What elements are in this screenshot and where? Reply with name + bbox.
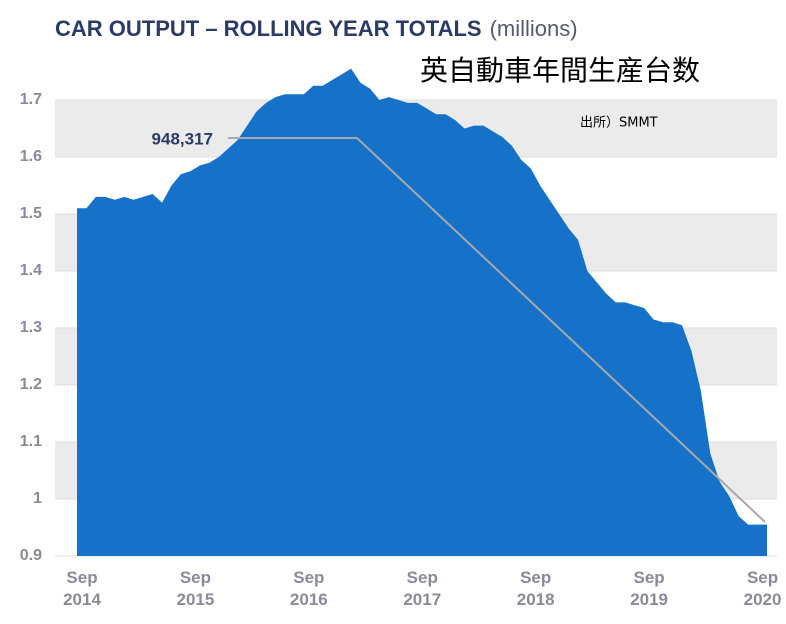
y-tick-label: 1.1 <box>20 433 42 450</box>
annotation: 948,317 <box>152 129 213 148</box>
y-tick-label: 1 <box>33 490 42 507</box>
x-tick-label: Sep 2014 <box>63 568 101 609</box>
x-tick-label: Sep 2018 <box>516 568 555 609</box>
y-tick-label: 1.7 <box>20 91 42 108</box>
annotation-line <box>228 137 766 523</box>
title-main: CAR OUTPUT – ROLLING YEAR TOTALS <box>55 16 482 41</box>
overlay-title: 英自動車年間生産台数 <box>420 54 700 87</box>
x-tick-label: Sep 2019 <box>630 568 669 609</box>
y-tick-label: 1.2 <box>20 376 42 393</box>
y-tick-label: 1.3 <box>20 319 42 336</box>
y-tick-label: 1.4 <box>20 262 42 279</box>
subtitle: (millions) <box>490 16 578 41</box>
y-tick-label: 1.6 <box>20 148 42 165</box>
area <box>77 68 767 557</box>
x-tick-label: Sep 2017 <box>403 568 442 609</box>
x-tick-label: Sep 2015 <box>176 568 215 609</box>
x-tick-label: Sep 2016 <box>289 568 328 609</box>
chart-title: CAR OUTPUT – ROLLING YEAR TOTALS (million… <box>55 16 578 41</box>
source: 出所）SMMT <box>580 116 658 131</box>
x-tick-label: Sep 2020 <box>743 568 782 609</box>
y-tick-label: 0.9 <box>20 547 42 564</box>
y-tick-label: 1.5 <box>20 205 42 222</box>
